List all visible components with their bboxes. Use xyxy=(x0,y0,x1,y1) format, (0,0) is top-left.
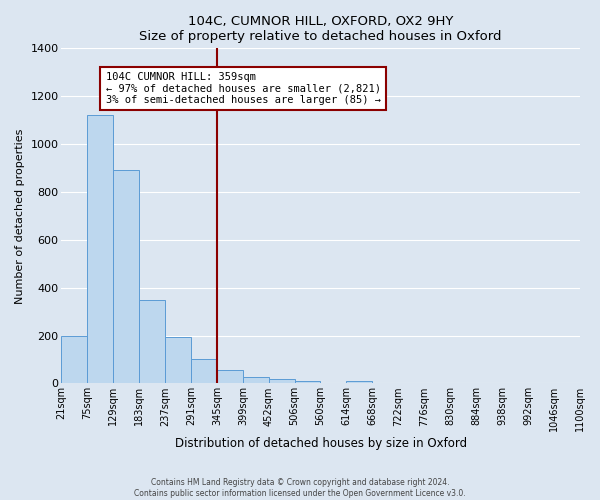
Bar xyxy=(61,336,88,384)
Y-axis label: Number of detached properties: Number of detached properties xyxy=(15,128,25,304)
Bar xyxy=(113,170,139,384)
Bar xyxy=(295,381,320,384)
Bar xyxy=(346,381,373,384)
Bar xyxy=(139,300,165,384)
Bar xyxy=(243,378,269,384)
Bar xyxy=(269,378,295,384)
Text: Contains HM Land Registry data © Crown copyright and database right 2024.
Contai: Contains HM Land Registry data © Crown c… xyxy=(134,478,466,498)
Bar xyxy=(191,360,217,384)
X-axis label: Distribution of detached houses by size in Oxford: Distribution of detached houses by size … xyxy=(175,437,467,450)
Text: 104C CUMNOR HILL: 359sqm
← 97% of detached houses are smaller (2,821)
3% of semi: 104C CUMNOR HILL: 359sqm ← 97% of detach… xyxy=(106,72,380,105)
Bar xyxy=(88,116,113,384)
Title: 104C, CUMNOR HILL, OXFORD, OX2 9HY
Size of property relative to detached houses : 104C, CUMNOR HILL, OXFORD, OX2 9HY Size … xyxy=(139,15,502,43)
Bar xyxy=(217,370,243,384)
Bar xyxy=(165,336,191,384)
